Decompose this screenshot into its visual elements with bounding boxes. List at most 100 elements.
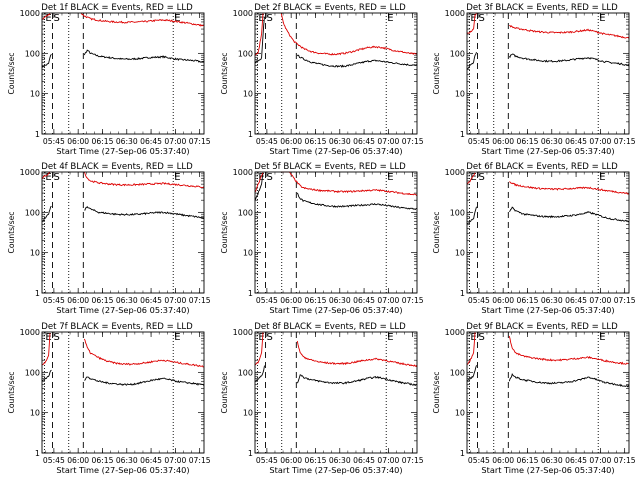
x-tick-label: 06:15 [305,296,327,305]
y-tick-label: 1000 [233,168,253,177]
x-tick-label: 07:00 [164,296,186,305]
detector-panel: Det 6f BLACK = Events, RED = LLD 1 10 100 10… [432,162,636,315]
y-tick-label: 1 [35,130,40,139]
time-marker-label: E [470,172,476,183]
x-tick-label: 06:00 [492,137,514,146]
y-axis-label: Counts/sec [220,212,229,254]
time-marker-label: E [470,13,476,24]
x-tick-label: 06:45 [140,296,162,305]
y-tick-label: 1 [460,289,465,298]
time-marker-label: E [470,332,476,343]
series-line [467,172,630,195]
plot-frame [254,171,418,294]
y-tick-label: 1 [248,289,253,298]
x-tick-label: 06:15 [92,137,114,146]
series-line [41,369,205,386]
series-line [41,13,205,27]
panel-title: Det 5f BLACK = Events, RED = LLD [254,162,406,172]
plot-frame [41,171,205,294]
x-tick-label: 06:15 [517,137,539,146]
x-tick-label: 06:45 [565,296,587,305]
y-axis-label: Counts/sec [7,53,16,95]
y-axis-label: Counts/sec [7,372,16,414]
x-tick-label: 07:15 [402,456,424,465]
series-line [254,172,417,211]
x-axis-label: Start Time (27-Sep-06 05:37:40) [56,305,189,315]
x-tick-label: 06:00 [67,296,89,305]
x-tick-label: 07:00 [164,137,186,146]
x-tick-label: 07:15 [189,296,211,305]
y-tick-label: 100 [238,368,253,377]
x-tick-label: 06:45 [353,296,375,305]
x-axis-label: Start Time (27-Sep-06 05:37:40) [481,305,614,315]
x-axis-label: Start Time (27-Sep-06 05:37:40) [269,146,402,156]
y-tick-label: 100 [25,49,40,58]
panel-title: Det 4f BLACK = Events, RED = LLD [41,162,193,172]
y-tick-label: 1000 [233,9,253,18]
series-line [466,12,630,39]
y-tick-label: 10 [455,90,465,99]
x-tick-label: 06:15 [92,296,114,305]
detector-panel: Det 5f BLACK = Events, RED = LLD 1 10 100 10… [220,162,424,315]
y-tick-label: 10 [455,409,465,418]
y-tick-label: 100 [25,368,40,377]
x-tick-label: 05:45 [256,296,278,305]
y-tick-label: 1 [248,449,253,458]
series-line [466,206,630,225]
x-tick-label: 05:45 [468,137,490,146]
series-line [254,16,418,68]
x-tick-label: 06:00 [492,296,514,305]
x-axis-label: Start Time (27-Sep-06 05:37:40) [481,465,614,475]
time-marker-label: S [54,332,60,343]
panel-title: Det 8f BLACK = Events, RED = LLD [254,322,406,332]
x-tick-label: 06:00 [280,137,302,146]
time-marker-label: S [479,332,485,343]
detector-panel: Det 2f BLACK = Events, RED = LLD 1 10 100 10… [220,3,424,156]
y-tick-label: 1000 [445,9,465,18]
x-tick-label: 06:15 [305,456,327,465]
time-marker-label: E [174,172,180,183]
x-tick-label: 06:00 [492,456,514,465]
plot-frame [41,12,205,135]
x-tick-label: 06:45 [140,456,162,465]
y-tick-label: 1000 [445,328,465,337]
time-marker-label: E [387,332,393,343]
plot-frame [254,12,418,135]
detector-panel: Det 7f BLACK = Events, RED = LLD 1 10 100 10… [7,322,211,475]
time-marker-label: E [258,332,264,343]
x-tick-label: 05:45 [468,456,490,465]
y-tick-label: 100 [25,208,40,217]
x-tick-label: 06:00 [280,296,302,305]
time-marker-label: S [479,13,485,24]
x-tick-label: 06:00 [280,456,302,465]
y-tick-label: 1 [35,289,40,298]
x-axis-label: Start Time (27-Sep-06 05:37:40) [269,305,402,315]
y-tick-label: 10 [455,249,465,258]
time-marker-label: E [258,13,264,24]
time-marker-label: E [599,13,605,24]
time-marker-label: E [45,172,51,183]
plot-frame [466,331,630,454]
y-tick-label: 1000 [445,168,465,177]
x-tick-label: 06:30 [116,456,138,465]
x-tick-label: 05:45 [43,137,65,146]
y-tick-label: 100 [450,49,465,58]
detector-panel: Det 1f BLACK = Events, RED = LLD 1 10 100 10… [7,3,211,156]
x-tick-label: 06:00 [67,456,89,465]
x-axis-label: Start Time (27-Sep-06 05:37:40) [56,146,189,156]
x-tick-label: 07:15 [614,137,636,146]
series-line [41,49,205,69]
time-marker-label: S [54,172,60,183]
series-line [466,51,630,70]
time-marker-label: E [258,172,264,183]
y-tick-label: 1000 [20,168,40,177]
x-tick-label: 06:45 [353,137,375,146]
y-tick-label: 10 [30,249,40,258]
time-marker-label: E [599,172,605,183]
time-marker-label: E [174,332,180,343]
y-axis-label: Counts/sec [220,372,229,414]
x-tick-label: 07:00 [589,456,611,465]
x-tick-label: 06:15 [517,296,539,305]
series-line [254,13,417,57]
